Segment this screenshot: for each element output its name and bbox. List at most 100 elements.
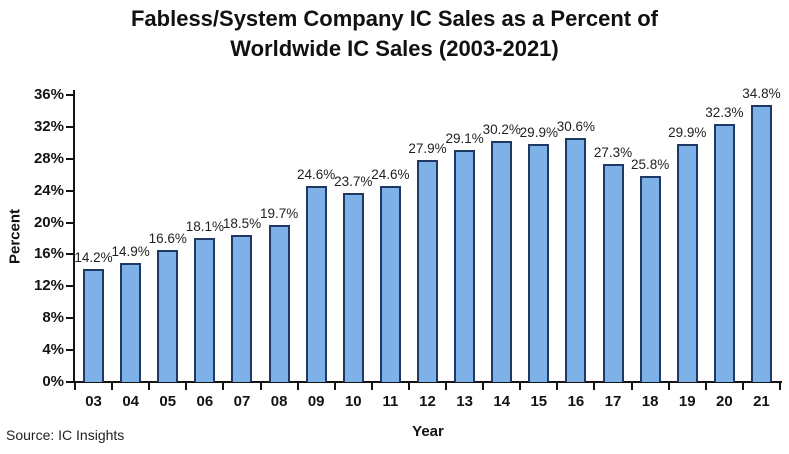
- bar-value-label-2005: 16.6%: [148, 230, 187, 246]
- x-tick-label-2021: 21: [753, 393, 770, 410]
- y-tick-label: 8%: [42, 309, 64, 327]
- bar-2019: [676, 143, 698, 382]
- x-tick-mark: [630, 383, 633, 390]
- y-tick-mark: [66, 381, 74, 383]
- y-tick-label: 20%: [33, 213, 64, 231]
- x-tick-mark: [296, 383, 299, 390]
- bar-2009: [305, 185, 327, 382]
- bar-value-label-2018: 25.8%: [630, 157, 670, 173]
- x-tick-label-2003: 03: [85, 393, 102, 410]
- x-tick-mark: [407, 383, 410, 390]
- x-tick-label-2016: 16: [567, 393, 585, 410]
- bar-value-label-2021: 34.8%: [742, 85, 781, 101]
- x-tick-label-2009: 09: [307, 393, 325, 410]
- bar-value-label-2007: 18.5%: [222, 215, 262, 231]
- y-tick-label: 4%: [42, 341, 64, 359]
- x-tick-label-2008: 08: [270, 393, 288, 410]
- bar-value-label-2015: 29.9%: [519, 124, 558, 140]
- x-tick-mark: [593, 383, 596, 390]
- x-axis-line: [73, 381, 782, 383]
- x-tick-mark: [370, 383, 373, 390]
- bar-2008: [268, 224, 290, 382]
- bar-2015: [528, 143, 550, 382]
- x-tick-label-2015: 15: [530, 393, 548, 410]
- y-tick-label: 36%: [33, 86, 64, 103]
- bar-value-label-2008: 19.7%: [259, 205, 299, 221]
- y-tick-mark: [66, 189, 74, 192]
- x-axis-title: Year: [412, 423, 444, 440]
- y-tick-mark: [66, 157, 74, 160]
- x-tick-mark: [111, 383, 114, 390]
- bar-value-label-2003: 14.2%: [74, 249, 113, 265]
- bar-2006: [194, 237, 216, 382]
- x-tick-label-2004: 04: [122, 393, 139, 410]
- bar-2016: [565, 138, 587, 382]
- chart-title: Fabless/System Company IC Sales as a Per…: [0, 4, 789, 64]
- x-tick-mark: [333, 383, 336, 390]
- x-tick-label-2014: 14: [493, 393, 511, 410]
- bar-value-label-2017: 27.3%: [593, 145, 633, 161]
- x-tick-mark: [482, 383, 485, 390]
- x-tick-mark: [519, 383, 522, 390]
- bar-value-label-2014: 30.2%: [482, 122, 521, 138]
- x-tick-mark: [222, 383, 225, 390]
- x-tick-label-2017: 17: [604, 393, 622, 410]
- x-tick-label-2007: 07: [233, 393, 251, 410]
- bar-2021: [750, 104, 772, 382]
- bar-value-label-2012: 27.9%: [408, 140, 447, 156]
- x-tick-label-2020: 20: [715, 393, 733, 410]
- bar-2013: [454, 150, 476, 382]
- y-tick-mark: [66, 317, 74, 320]
- y-tick-label: 0%: [42, 373, 64, 390]
- bar-2020: [713, 124, 735, 382]
- y-tick-label: 28%: [33, 149, 64, 167]
- y-axis-line: [73, 90, 75, 383]
- y-tick-mark: [66, 285, 74, 288]
- chart-title-line2: Worldwide IC Sales (2003-2021): [230, 36, 559, 61]
- x-tick-label-2012: 12: [419, 393, 436, 410]
- x-tick-label-2010: 10: [344, 393, 362, 410]
- x-tick-mark: [259, 383, 262, 390]
- x-tick-mark: [704, 383, 707, 390]
- source-note: Source: IC Insights: [6, 427, 125, 443]
- x-tick-mark: [779, 383, 781, 390]
- chart-title-line1: Fabless/System Company IC Sales as a Per…: [130, 6, 658, 31]
- y-tick-label: 24%: [33, 181, 64, 199]
- bar-2012: [417, 159, 438, 382]
- x-tick-mark: [741, 383, 744, 390]
- bar-2005: [157, 249, 179, 382]
- y-axis-title: Percent: [6, 208, 24, 265]
- bar-value-label-2004: 14.9%: [111, 244, 150, 260]
- bar-value-label-2016: 30.6%: [556, 119, 596, 135]
- x-tick-label-2019: 19: [678, 393, 696, 410]
- x-tick-mark: [74, 383, 76, 390]
- y-tick-label: 16%: [33, 245, 64, 263]
- y-tick-mark: [66, 221, 74, 224]
- bar-value-label-2013: 29.1%: [445, 131, 484, 146]
- y-tick-mark: [66, 125, 74, 128]
- y-tick-mark: [66, 349, 74, 352]
- bar-2011: [379, 185, 401, 382]
- bar-2018: [639, 176, 661, 382]
- bar-value-label-2011: 24.6%: [371, 166, 410, 182]
- x-tick-label-2018: 18: [641, 393, 659, 410]
- bar-value-label-2009: 24.6%: [297, 166, 336, 182]
- x-tick-mark: [667, 383, 670, 390]
- bar-value-label-2010: 23.7%: [334, 174, 373, 190]
- y-tick-label: 32%: [33, 117, 64, 135]
- y-tick-mark: [66, 94, 74, 96]
- bar-2004: [120, 263, 142, 382]
- x-tick-mark: [445, 383, 448, 390]
- bar-value-label-2020: 32.3%: [705, 105, 744, 121]
- x-tick-mark: [185, 383, 188, 390]
- x-tick-label-2013: 13: [456, 393, 473, 410]
- bar-value-label-2006: 18.1%: [185, 218, 224, 234]
- bar-value-label-2019: 29.9%: [668, 124, 707, 140]
- x-tick-label-2005: 05: [159, 393, 177, 410]
- x-tick-mark: [556, 383, 559, 390]
- bar-2007: [231, 234, 253, 382]
- x-tick-label-2006: 06: [196, 393, 214, 410]
- bar-2010: [342, 193, 364, 382]
- y-tick-label: 12%: [33, 277, 64, 295]
